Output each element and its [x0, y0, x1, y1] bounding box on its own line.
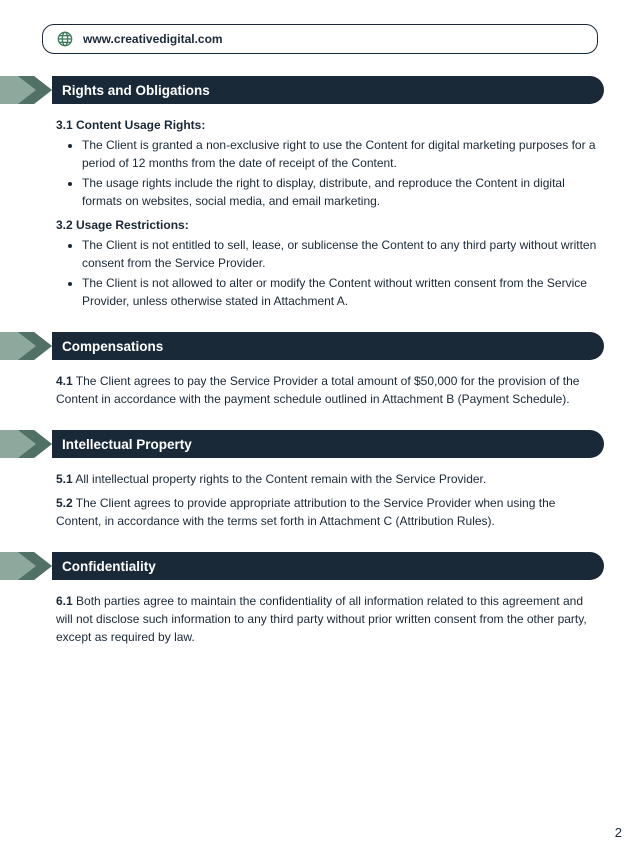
list-item: The Client is not allowed to alter or mo…	[82, 274, 598, 310]
section-header-compensations: Compensations	[0, 332, 604, 360]
page-number: 2	[615, 825, 622, 840]
rights-content: 3.1 Content Usage Rights: The Client is …	[56, 116, 598, 310]
header-title: Rights and Obligations	[62, 83, 210, 98]
section-header-rights: Rights and Obligations	[0, 76, 604, 104]
list-item: The Client is granted a non-exclusive ri…	[82, 136, 598, 172]
list-3-2: The Client is not entitled to sell, leas…	[56, 236, 598, 310]
list-3-1: The Client is granted a non-exclusive ri…	[56, 136, 598, 210]
comp-content: 4.1 The Client agrees to pay the Service…	[56, 372, 598, 408]
conf-content: 6.1 Both parties agree to maintain the c…	[56, 592, 598, 646]
section-header-confidentiality: Confidentiality	[0, 552, 604, 580]
url-bar: www.creativedigital.com	[42, 24, 598, 54]
arrow-icon	[0, 430, 52, 458]
clause-num: 5.2	[56, 496, 73, 510]
arrow-icon	[0, 552, 52, 580]
header-bar: Compensations	[52, 332, 604, 360]
url-text: www.creativedigital.com	[83, 32, 223, 46]
clause-text: The Client agrees to pay the Service Pro…	[56, 374, 579, 406]
header-title: Compensations	[62, 339, 163, 354]
subheading-3-2: 3.2 Usage Restrictions:	[56, 216, 598, 234]
subheading-3-1: 3.1 Content Usage Rights:	[56, 116, 598, 134]
header-bar: Rights and Obligations	[52, 76, 604, 104]
header-bar: Intellectual Property	[52, 430, 604, 458]
arrow-icon	[0, 332, 52, 360]
clause-5-2: 5.2 The Client agrees to provide appropr…	[56, 494, 598, 530]
clause-5-1: 5.1 All intellectual property rights to …	[56, 470, 598, 488]
clause-text: All intellectual property rights to the …	[73, 472, 487, 486]
clause-num: 5.1	[56, 472, 73, 486]
clause-4-1: 4.1 The Client agrees to pay the Service…	[56, 372, 598, 408]
list-item: The Client is not entitled to sell, leas…	[82, 236, 598, 272]
header-title: Confidentiality	[62, 559, 156, 574]
clause-num: 4.1	[56, 374, 73, 388]
header-title: Intellectual Property	[62, 437, 192, 452]
ip-content: 5.1 All intellectual property rights to …	[56, 470, 598, 530]
section-header-ip: Intellectual Property	[0, 430, 604, 458]
clause-text: The Client agrees to provide appropriate…	[56, 496, 555, 528]
arrow-icon	[0, 76, 52, 104]
list-item: The usage rights include the right to di…	[82, 174, 598, 210]
header-bar: Confidentiality	[52, 552, 604, 580]
clause-text: Both parties agree to maintain the confi…	[56, 594, 587, 644]
globe-icon	[57, 31, 73, 47]
clause-6-1: 6.1 Both parties agree to maintain the c…	[56, 592, 598, 646]
clause-num: 6.1	[56, 594, 73, 608]
